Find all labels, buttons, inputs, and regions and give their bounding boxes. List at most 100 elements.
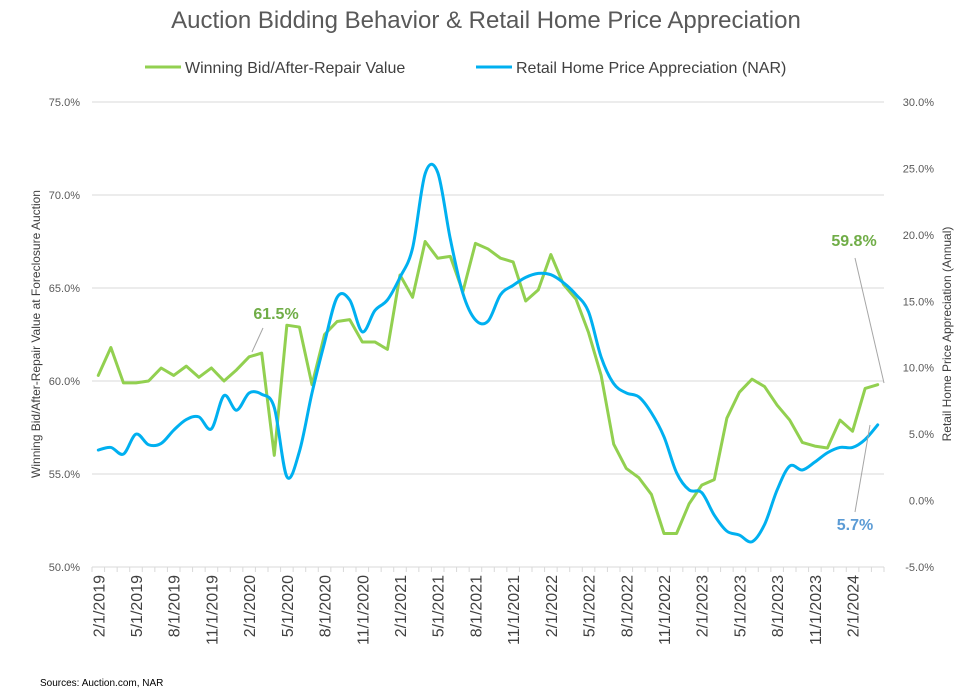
y-axis-left-label: Winning Bid/After-Repair Value at Forecl… xyxy=(29,190,43,478)
data-point-retail-hpa xyxy=(348,299,351,302)
data-point-retail-hpa xyxy=(474,319,477,322)
data-point-retail-hpa xyxy=(776,489,779,492)
y-right-tick-label: 10.0% xyxy=(903,363,934,375)
data-point-retail-hpa xyxy=(361,331,364,334)
x-tick-label: 5/1/2019 xyxy=(129,575,146,637)
data-point-winning-bid xyxy=(348,318,351,321)
data-point-winning-bid xyxy=(97,374,100,377)
y-right-tick-label: 25.0% xyxy=(903,163,934,175)
data-point-winning-bid xyxy=(625,467,628,470)
data-point-retail-hpa xyxy=(462,292,465,295)
x-tick-label: 11/1/2019 xyxy=(204,575,221,645)
data-point-winning-bid xyxy=(248,356,251,359)
x-tick-label: 11/1/2021 xyxy=(506,575,523,645)
data-point-winning-bid xyxy=(210,367,213,370)
series-lines xyxy=(96,162,880,544)
data-point-retail-hpa xyxy=(223,394,226,397)
y-left-tick-label: 60.0% xyxy=(49,376,80,388)
source-note: Sources: Auction.com, NAR xyxy=(40,678,163,689)
data-point-winning-bid xyxy=(550,253,553,256)
legend-label-winning-bid: Winning Bid/After-Repair Value xyxy=(185,60,405,77)
data-point-winning-bid xyxy=(260,352,263,355)
annotation-leader-59-8 xyxy=(854,257,885,384)
data-point-winning-bid xyxy=(600,374,603,377)
data-point-retail-hpa xyxy=(399,276,402,279)
data-point-retail-hpa xyxy=(876,424,879,427)
data-point-retail-hpa xyxy=(449,238,452,241)
data-point-winning-bid xyxy=(763,385,766,388)
data-point-winning-bid xyxy=(499,257,502,260)
data-point-retail-hpa xyxy=(638,396,641,399)
data-point-retail-hpa xyxy=(864,438,867,441)
data-point-winning-bid xyxy=(638,476,641,479)
data-point-winning-bid xyxy=(487,248,490,251)
data-point-retail-hpa xyxy=(424,172,427,175)
y-right-tick-label: -5.0% xyxy=(905,562,934,574)
data-point-winning-bid xyxy=(361,341,364,344)
y-right-tick-label: 0.0% xyxy=(909,496,934,508)
chart-title: Auction Bidding Behavior & Retail Home P… xyxy=(171,7,801,34)
data-point-winning-bid xyxy=(298,326,301,329)
x-tick-label: 11/1/2020 xyxy=(355,575,372,645)
data-point-retail-hpa xyxy=(600,356,603,359)
data-point-winning-bid xyxy=(512,261,515,264)
data-point-retail-hpa xyxy=(625,392,628,395)
y-axis-right-label: Retail Home Price Appreciation (Annual) xyxy=(940,227,954,442)
data-point-retail-hpa xyxy=(512,284,515,287)
x-tick-label: 8/1/2023 xyxy=(770,575,787,637)
data-point-winning-bid xyxy=(688,502,691,505)
data-point-retail-hpa xyxy=(286,475,289,478)
data-point-winning-bid xyxy=(286,324,289,327)
data-point-winning-bid xyxy=(160,367,163,370)
data-point-winning-bid xyxy=(436,257,439,260)
data-point-retail-hpa xyxy=(763,523,766,526)
data-point-retail-hpa xyxy=(147,443,150,446)
y-left-tick-label: 70.0% xyxy=(49,190,80,202)
data-point-retail-hpa xyxy=(122,453,125,456)
data-point-retail-hpa xyxy=(135,433,138,436)
annotation-leader-5-7 xyxy=(854,424,871,513)
y-left-tick-label: 50.0% xyxy=(49,562,80,574)
y-right-tick-label: 20.0% xyxy=(903,230,934,242)
annotations: 61.5% 59.8% 5.7% xyxy=(251,233,885,534)
data-point-retail-hpa xyxy=(323,341,326,344)
data-point-retail-hpa xyxy=(537,272,540,275)
series-line-retail-hpa xyxy=(96,162,880,544)
data-point-winning-bid xyxy=(876,383,879,386)
data-point-winning-bid xyxy=(826,447,829,450)
data-point-retail-hpa xyxy=(801,469,804,472)
x-tick-label: 2/1/2020 xyxy=(242,575,259,637)
data-point-winning-bid xyxy=(223,380,226,383)
data-point-retail-hpa xyxy=(273,406,276,409)
data-point-retail-hpa xyxy=(436,171,439,174)
data-point-retail-hpa xyxy=(110,446,113,449)
data-point-winning-bid xyxy=(374,341,377,344)
data-point-retail-hpa xyxy=(235,409,238,412)
data-point-retail-hpa xyxy=(210,428,213,431)
x-axis: 2/1/2019 5/1/2019 8/1/2019 11/1/2019 2/1/202… xyxy=(91,566,885,645)
data-point-retail-hpa xyxy=(311,392,314,395)
data-point-retail-hpa xyxy=(550,273,553,276)
data-point-winning-bid xyxy=(864,387,867,390)
data-point-winning-bid xyxy=(172,374,175,377)
data-point-retail-hpa xyxy=(411,247,414,250)
x-tick-label: 2/1/2023 xyxy=(695,575,712,637)
data-point-retail-hpa xyxy=(814,461,817,464)
gridlines xyxy=(92,101,884,568)
data-point-retail-hpa xyxy=(688,489,691,492)
x-tick-label: 11/1/2023 xyxy=(808,575,825,645)
data-point-winning-bid xyxy=(663,532,666,535)
data-point-retail-hpa xyxy=(839,446,842,449)
data-point-winning-bid xyxy=(198,376,201,379)
data-point-winning-bid xyxy=(726,417,729,420)
data-point-winning-bid xyxy=(776,404,779,407)
data-point-retail-hpa xyxy=(374,309,377,312)
data-point-winning-bid xyxy=(839,419,842,422)
x-tick-label: 5/1/2021 xyxy=(431,575,448,637)
data-point-winning-bid xyxy=(424,240,427,243)
data-point-retail-hpa xyxy=(499,293,502,296)
data-point-winning-bid xyxy=(122,382,125,385)
data-point-retail-hpa xyxy=(260,393,263,396)
data-point-winning-bid xyxy=(135,382,138,385)
